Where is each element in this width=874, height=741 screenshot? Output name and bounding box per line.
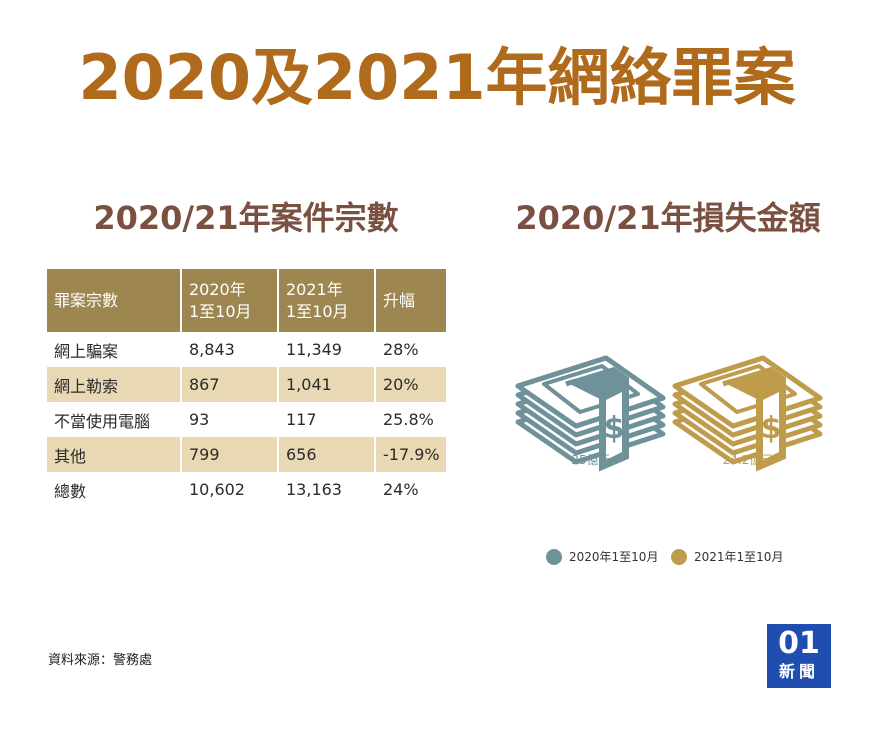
table-cell: 93	[180, 402, 278, 437]
header-cell: 2021年 1至10月	[277, 269, 375, 332]
table-header-row: 罪案宗數 2020年 1至10月 2021年 1至10月 升幅	[47, 269, 446, 332]
row-label: 總數	[54, 481, 87, 501]
hk01-logo: 01 新聞	[767, 624, 831, 688]
table-cell: 28%	[374, 332, 446, 367]
loss-chart: $25億元 $24.2億元 2020年1至10月 2021年1至10月	[515, 355, 823, 565]
header-cell: 2020年 1至10月	[180, 269, 278, 332]
table-row: 其他 799 656 -17.9%	[47, 437, 446, 472]
value-label: 24.2億元	[723, 453, 774, 467]
table-cell: 20%	[374, 367, 446, 402]
money-stack-icon: $	[672, 355, 823, 472]
table-row: 網上騙案 8,843 11,349 28%	[47, 332, 446, 367]
table-cell: -17.9%	[374, 437, 446, 472]
table-body: 網上騙案 8,843 11,349 28% 網上勒索 867 1,041 20% 不當使用電腦 9…	[47, 332, 446, 507]
row-label: 網上勒索	[47, 367, 181, 402]
table-cell: 1,041	[277, 367, 375, 402]
row-label: 其他	[47, 437, 181, 472]
table-cell: 799	[180, 437, 278, 472]
table-row: 總數 10,602 13,163 24%	[47, 472, 446, 507]
table-cell: 8,843	[180, 332, 278, 367]
row-label: 網上騙案	[54, 341, 119, 361]
table-cell: 10,602	[180, 472, 278, 507]
money-stack-icon: $	[515, 355, 666, 472]
table-row: 網上勒索 867 1,041 20%	[47, 367, 446, 402]
legend-label: 2021年1至10月	[694, 550, 783, 564]
table-cell: 656	[277, 437, 375, 472]
row-label: 不當使用電腦	[54, 411, 151, 431]
svg-text:$: $	[604, 411, 625, 446]
table-cell: 11,349	[277, 332, 375, 367]
table-cell: 117	[277, 402, 375, 437]
table-row: 不當使用電腦 93 117 25.8%	[47, 402, 446, 437]
svg-text:$: $	[761, 411, 782, 446]
value-label: 25億元	[571, 453, 610, 467]
logo-text: 新聞	[778, 662, 819, 681]
cases-subtitle: 2020/21年案件宗數	[93, 199, 399, 237]
table-cell: 25.8%	[374, 402, 446, 437]
legend-swatch	[671, 549, 687, 565]
legend-label: 2020年1至10月	[569, 550, 658, 564]
source-note: 資料來源：警務處	[48, 653, 153, 668]
cases-table: 罪案宗數 2020年 1至10月 2021年 1至10月 升幅 網上騙案 8,843 1…	[47, 269, 446, 507]
main-title: 2020及2021年網絡罪案	[78, 41, 796, 114]
legend-swatch	[546, 549, 562, 565]
logo-number: 01	[778, 626, 820, 661]
table-cell: 867	[180, 367, 278, 402]
table-cell: 13,163	[277, 472, 375, 507]
header-cell: 升幅	[374, 269, 446, 332]
table-cell: 24%	[374, 472, 446, 507]
losses-subtitle: 2020/21年損失金額	[515, 199, 821, 237]
header-cell: 罪案宗數	[47, 269, 181, 332]
